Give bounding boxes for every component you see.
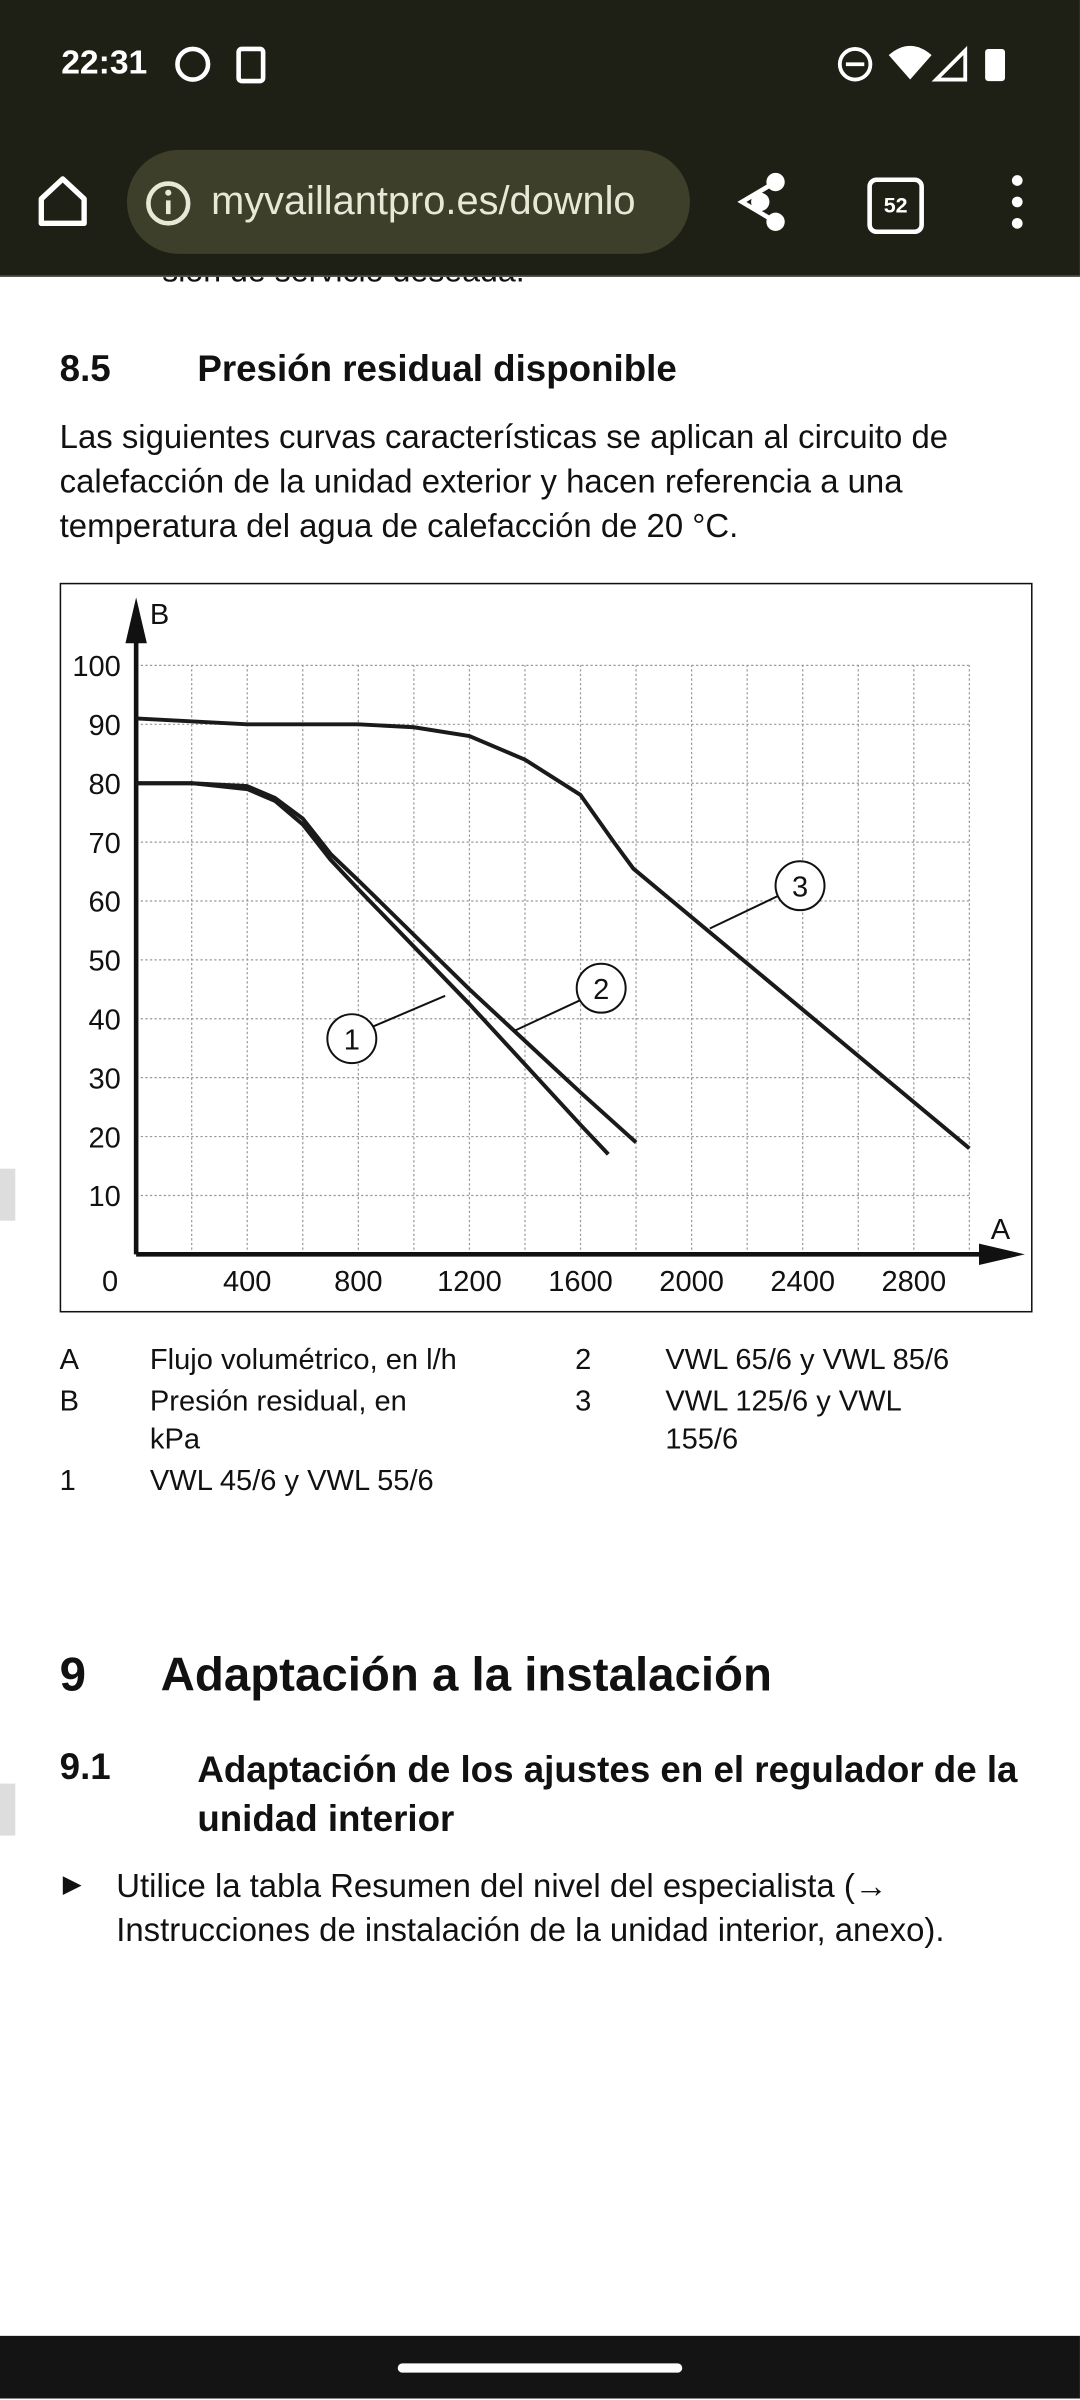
side-strip xyxy=(0,1783,16,1836)
key-symbol: 1 xyxy=(59,1465,76,1498)
key-symbol: A xyxy=(59,1344,80,1377)
section-title: Adaptación a la instalación xyxy=(160,1647,772,1702)
menu-button[interactable] xyxy=(1011,217,1023,229)
series-line xyxy=(136,716,971,1150)
key-text: VWL 45/6 y VWL 55/6 xyxy=(149,1465,434,1498)
curve-label-circle xyxy=(326,1013,378,1065)
bullet-marker: ▶ xyxy=(62,1872,82,1899)
chart-key: A Flujo volumétrico, en l/h B Presión resid… xyxy=(60,1342,973,1504)
curve-label: 3 xyxy=(792,871,808,903)
y-tick-label: 70 xyxy=(89,828,121,860)
key-text: VWL 65/6 y VWL 85/6 xyxy=(665,1344,950,1377)
home-handle[interactable] xyxy=(397,2363,683,2373)
x-tick-label: 400 xyxy=(223,1266,271,1298)
key-symbol: B xyxy=(59,1385,80,1419)
icon xyxy=(931,45,968,82)
url-bar[interactable] xyxy=(126,149,690,254)
side-strip xyxy=(0,1168,16,1221)
x-axis-arrow xyxy=(979,1243,1025,1266)
icon xyxy=(751,192,770,212)
y-axis-arrow xyxy=(125,597,147,644)
status-time: 22:31 xyxy=(61,42,148,82)
bullet-text: Utilice la tabla Resumen del nivel del e… xyxy=(116,1867,945,1949)
section-title: Adaptación de los ajustes en el regulado… xyxy=(197,1749,1018,1841)
section-title: Presión residual disponible xyxy=(197,348,677,391)
status-icons xyxy=(38,45,1023,231)
menu-button[interactable] xyxy=(1011,196,1023,208)
key-item: B Presión residual, en kPa xyxy=(60,1383,576,1459)
y-tick-label: 50 xyxy=(89,946,121,978)
leader-line xyxy=(513,999,581,1032)
icon xyxy=(985,48,1006,82)
x-tick-label: 1600 xyxy=(548,1266,613,1298)
key-item: 2 VWL 65/6 y VWL 85/6 xyxy=(575,1342,973,1380)
section-number: 9.1 xyxy=(59,1746,111,1789)
y-tick-label: 100 xyxy=(72,651,120,683)
curve-label-circle xyxy=(774,860,826,912)
icon xyxy=(236,46,266,84)
y-tick-label: 30 xyxy=(89,1063,121,1095)
key-item: 1 VWL 45/6 y VWL 55/6 xyxy=(60,1462,576,1500)
y-tick-label: 10 xyxy=(89,1181,121,1213)
x-tick-label: 2000 xyxy=(659,1266,724,1298)
icon xyxy=(888,45,932,80)
share-button[interactable] xyxy=(737,180,777,224)
key-item: 3 VWL 125/6 y VWL 155/6 xyxy=(575,1383,973,1459)
key-text: Presión residual, en kPa xyxy=(149,1385,407,1457)
y-tick-label: 80 xyxy=(89,769,121,801)
x-tick-label: 1200 xyxy=(437,1266,502,1298)
y-axis-label: B xyxy=(150,599,169,631)
chart: 10 20 30 40 50 60 70 80 90 100 0 400 800 1200 1600 2000… xyxy=(72,597,1025,1298)
key-symbol: 2 xyxy=(575,1344,592,1377)
icon xyxy=(837,47,873,82)
x-axis-label: A xyxy=(991,1214,1011,1246)
series-line xyxy=(136,781,610,1156)
curve-label: 1 xyxy=(344,1024,360,1056)
y-tick-label: 60 xyxy=(89,887,121,919)
x-tick-label: 800 xyxy=(334,1266,382,1298)
section-number: 8.5 xyxy=(59,348,111,391)
key-text: Flujo volumétrico, en l/h xyxy=(149,1344,457,1377)
key-text: VWL 125/6 y VWL 155/6 xyxy=(665,1385,901,1457)
curve-label-circle xyxy=(575,962,627,1014)
curve-label: 2 xyxy=(593,974,609,1006)
series-line xyxy=(136,781,638,1144)
x-tick-label: 0 xyxy=(102,1266,118,1298)
paragraph: Las siguientes curvas características se… xyxy=(59,419,949,545)
leader-line xyxy=(709,895,778,930)
icon xyxy=(175,46,211,82)
y-tick-label: 20 xyxy=(89,1122,121,1154)
key-symbol: 3 xyxy=(575,1385,592,1419)
y-tick-label: 90 xyxy=(89,710,121,742)
home-button[interactable] xyxy=(38,176,87,227)
chart-frame: 10 20 30 40 50 60 70 80 90 100 0 400 800 1200 1600 2000… xyxy=(59,582,1033,1313)
leader-line xyxy=(372,994,446,1028)
info-icon xyxy=(146,181,191,226)
x-tick-label: 2400 xyxy=(770,1266,835,1298)
key-item: A Flujo volumétrico, en l/h xyxy=(60,1342,576,1380)
y-tick-label: 40 xyxy=(89,1004,121,1036)
url-text[interactable]: myvaillantpro.es/downlo xyxy=(211,177,636,224)
tabs-button[interactable]: 52 xyxy=(867,177,924,235)
x-tick-label: 2800 xyxy=(881,1266,946,1298)
menu-button[interactable] xyxy=(1011,175,1023,186)
section-number: 9 xyxy=(59,1647,87,1702)
